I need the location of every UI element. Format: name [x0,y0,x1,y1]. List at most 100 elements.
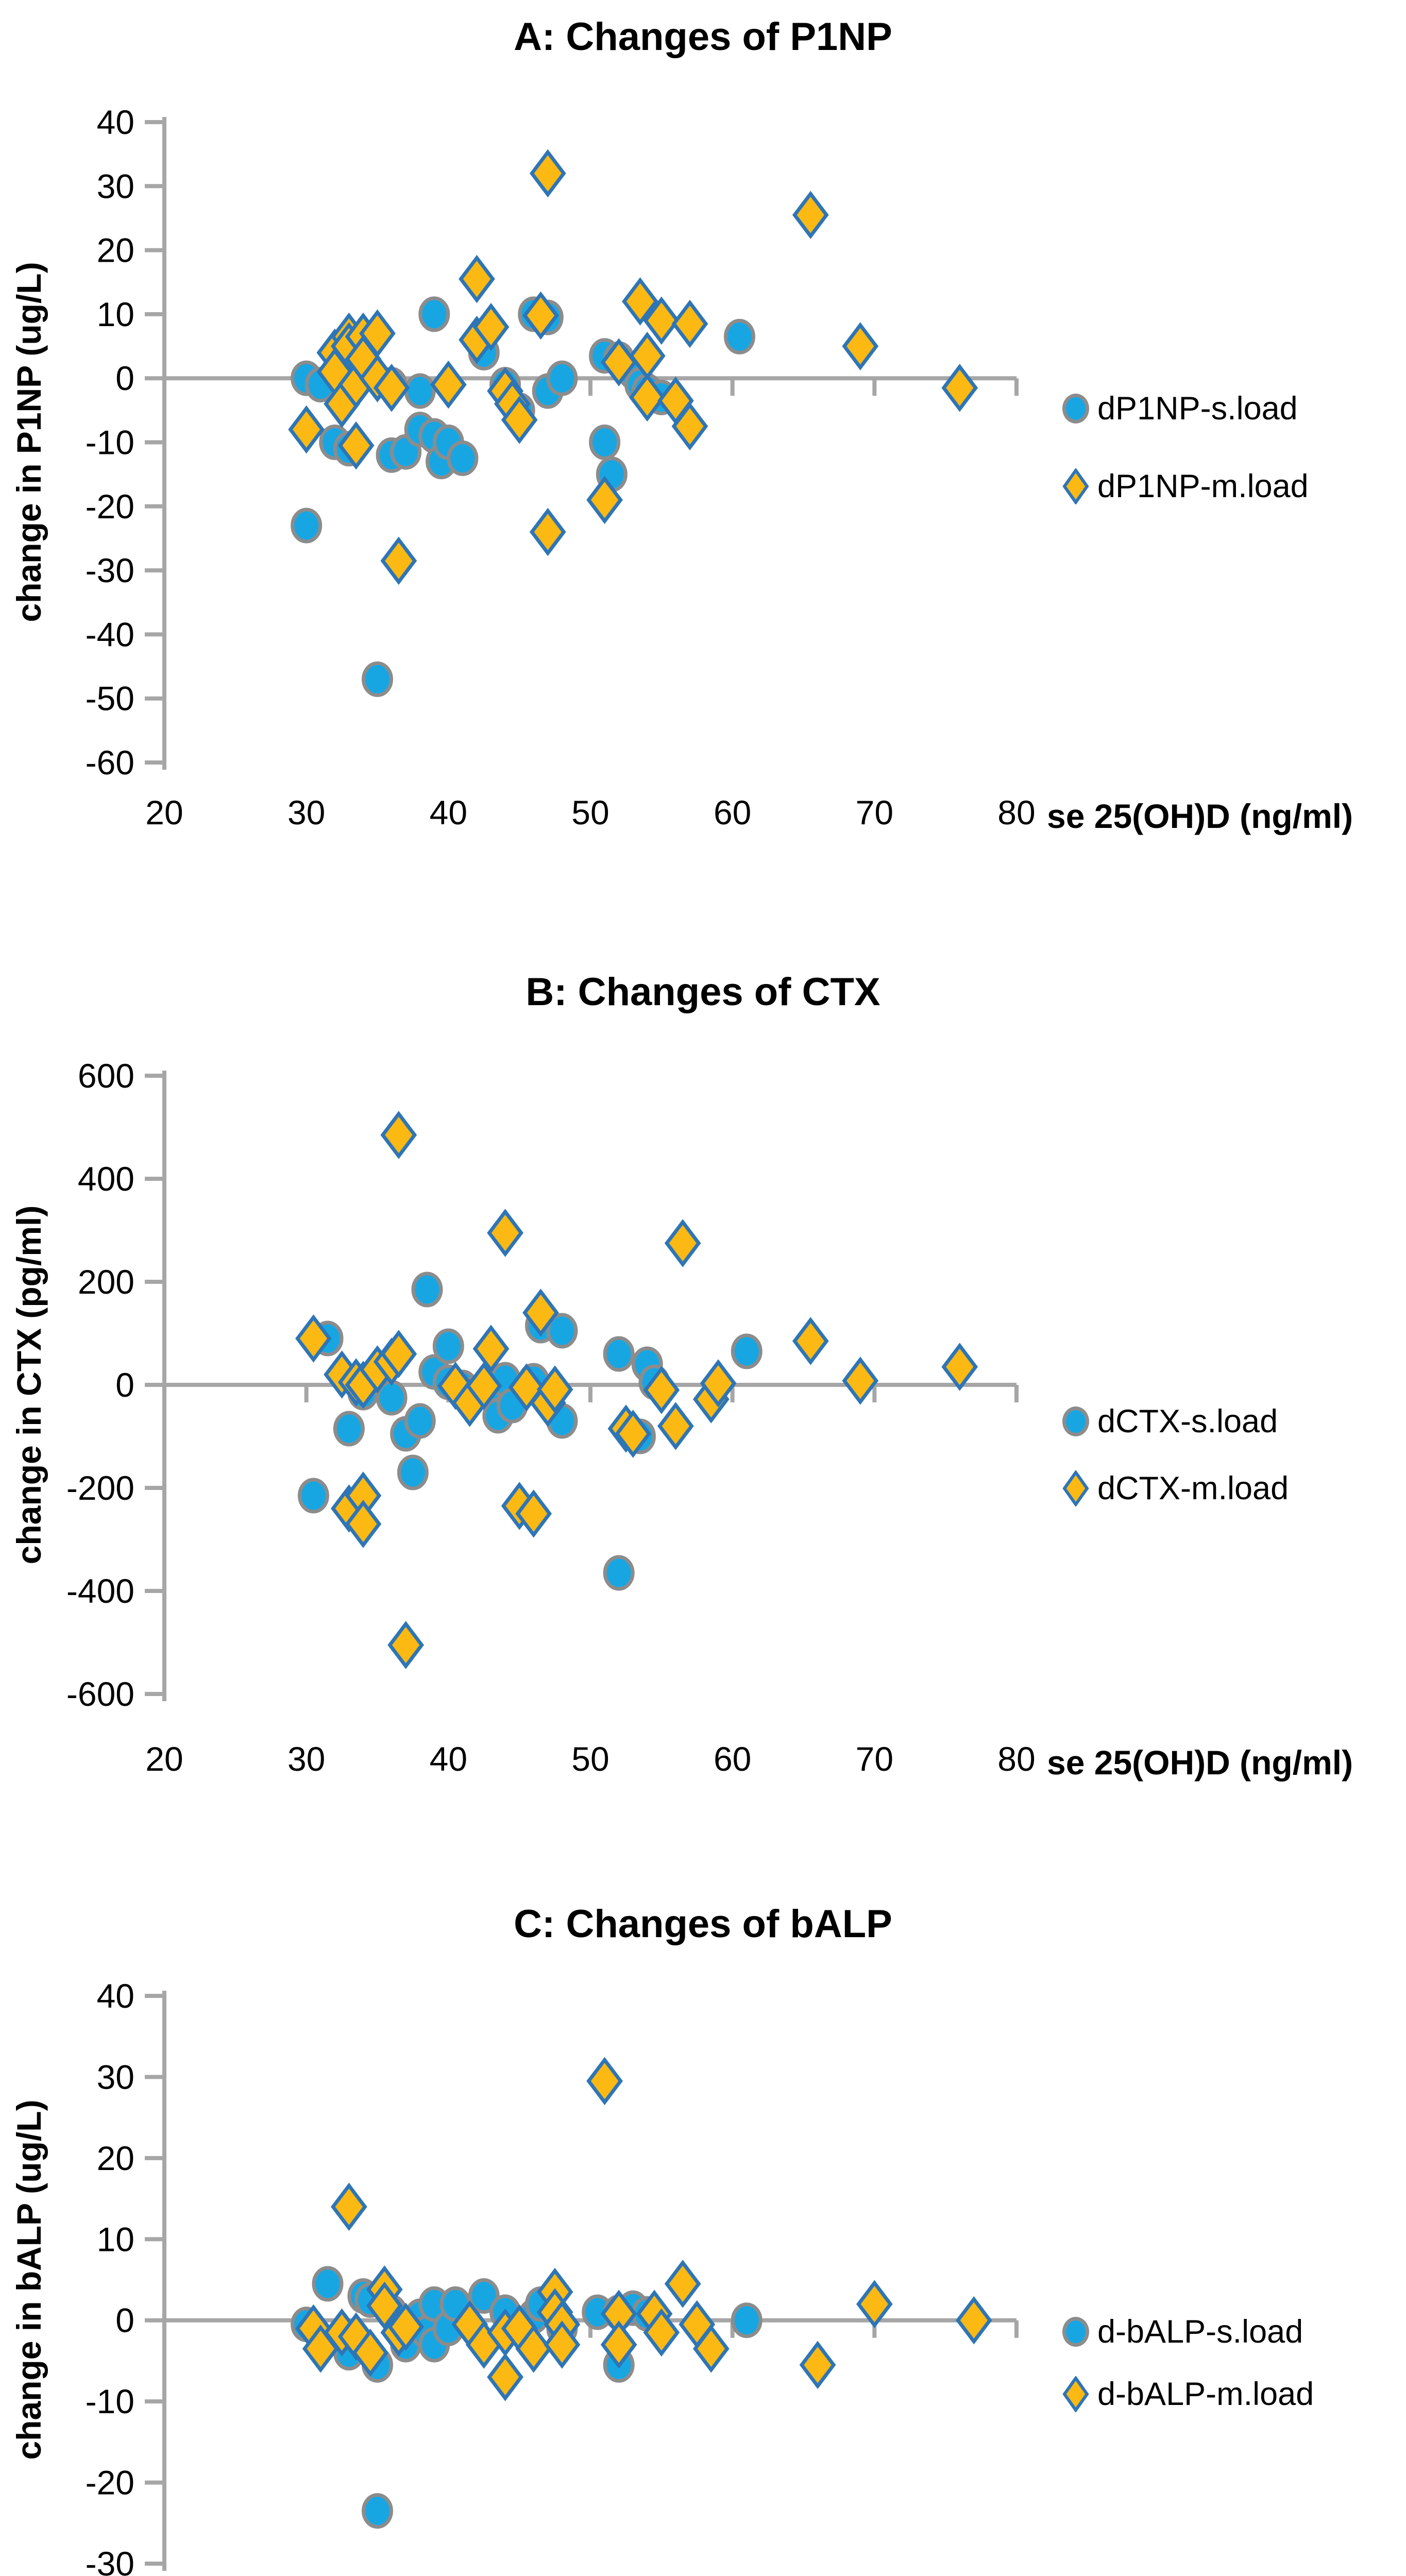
legend-item: dP1NP-m.load [1062,468,1309,505]
scatter-point-diamond [600,338,637,386]
scatter-point-diamond [529,507,566,556]
y-tick-label: -30 [86,2545,134,2576]
scatter-point-diamond [487,2353,523,2401]
scatter-point-circle [404,373,436,409]
panel-ctx: B: Changes of CTX change in CTX (pg/ml) … [0,882,1406,1782]
legend-label: dCTX-s.load [1097,1403,1278,1439]
x-tick-label: 60 [714,1740,751,1778]
panel-title: C: Changes of bALP [514,1902,892,1946]
scatter-point-circle [603,1555,635,1591]
scatter-point-diamond [643,1366,680,1414]
scatter-point-diamond [941,364,978,412]
scatter-point-diamond [664,1219,701,1267]
x-tick-label: 30 [287,793,325,832]
scatter-point-circle [362,661,393,697]
legend-item: dP1NP-s.load [1062,390,1298,427]
scatter-point-diamond [288,405,325,454]
y-tick-label: -400 [66,1572,134,1610]
x-tick-label: 80 [997,793,1035,832]
scatter-plot-ctx: 600 400 200 0 -200 -400 -600 20 30 40 50 60 70 80 [66,1057,1036,1778]
scatter-point-diamond [515,2325,552,2373]
scatter-point-circle [291,507,323,544]
legend-label: d-bALP-s.load [1097,2314,1303,2350]
scatter-point-diamond [799,2341,836,2389]
y-tick-label: -10 [86,2382,134,2420]
scatter-point-diamond [664,2260,701,2308]
panel-balp: C: Changes of bALP change in bALP (ug/L)… [0,1765,1406,2576]
legend-item: dCTX-s.load [1062,1403,1278,1440]
y-tick-label: 0 [115,2301,134,2340]
scatter-point-diamond [380,1330,417,1378]
y-tick-label: -600 [66,1675,134,1713]
scatter-point-diamond [544,2320,581,2369]
scatter-point-diamond [295,1314,332,1363]
scatter-point-diamond [615,1410,652,1458]
legend-item: d-bALP-s.load [1062,2313,1303,2350]
scatter-point-diamond [501,396,538,444]
scatter-point-circle [411,1272,443,1308]
y-tick-label: 10 [97,2220,134,2258]
scatter-point-diamond [792,191,829,240]
scatter-point-diamond [586,476,623,524]
legend-label: dP1NP-s.load [1097,391,1298,427]
scatter-point-circle [723,318,755,354]
scatter-point-diamond [629,373,666,422]
x-tick-label: 50 [571,793,609,832]
y-tick-label: -40 [86,615,134,653]
scatter-plot-p1np: 40 30 20 10 0 -10 -20 -30 -40 -50 -60 20 30 40 50 60 70 8… [86,103,1036,832]
scatter-point-circle [432,1328,464,1364]
diamond-marker-icon [1062,2376,1089,2412]
y-tick-label: -60 [86,743,134,782]
scatter-point-diamond [515,1489,552,1538]
y-tick-label: 400 [78,1160,134,1198]
y-tick-label: -200 [66,1469,134,1507]
scatter-point-diamond [941,1343,978,1391]
scatter-point-diamond [465,1362,502,1410]
scatter-point-diamond [387,2302,425,2351]
legend-item: d-bALP-m.load [1062,2376,1314,2413]
scatter-point-diamond [955,2296,992,2345]
scatter-point-diamond [345,1500,382,1548]
scatter-point-diamond [522,1289,559,1337]
scatter-point-circle [418,296,450,332]
x-tick-label: 60 [714,793,751,832]
x-tick-label: 70 [856,1740,893,1778]
scatter-point-diamond [472,1325,510,1373]
scatter-point-circle [589,425,621,460]
scatter-point-circle [447,440,479,477]
panel-title: A: Changes of P1NP [514,15,892,59]
scatter-point-circle [546,1313,578,1349]
scatter-point-diamond [643,2308,680,2357]
circle-marker-icon [1062,394,1089,423]
scatter-point-diamond [337,421,375,470]
scatter-point-diamond [671,402,708,451]
x-axis-title: se 25(OH)D (ng/ml) [1047,797,1353,835]
scatter-point-diamond [373,364,410,412]
scatter-point-diamond [380,536,417,585]
scatter-point-circle [546,360,578,396]
x-tick-label: 80 [997,1740,1035,1778]
scatter-point-diamond [657,1402,694,1450]
legend-label: dP1NP-m.load [1097,468,1309,504]
x-tick-label: 20 [145,1740,183,1778]
x-tick-label: 40 [430,793,467,832]
panel-p1np: A: Changes of P1NP change in P1NP (ug/L)… [0,0,1406,883]
y-tick-label: -20 [86,2464,134,2502]
scatter-point-circle [397,1454,429,1490]
y-tick-label: 0 [115,1366,134,1404]
scatter-point-circle [362,2493,393,2529]
y-tick-label: 200 [78,1263,134,1301]
y-tick-label: 40 [97,103,134,141]
scatter-point-diamond [380,1111,417,1159]
y-tick-label: 10 [97,295,134,333]
scatter-point-circle [312,2266,344,2302]
scatter-point-circle [297,1478,329,1514]
scatter-point-diamond [529,149,566,198]
y-tick-label: -10 [86,423,134,462]
scatter-point-diamond [600,2320,637,2369]
scatter-point-diamond [522,291,559,340]
scatter-point-diamond [700,1359,737,1408]
scatter-point-diamond [472,302,510,351]
circle-marker-icon [1062,2317,1089,2347]
